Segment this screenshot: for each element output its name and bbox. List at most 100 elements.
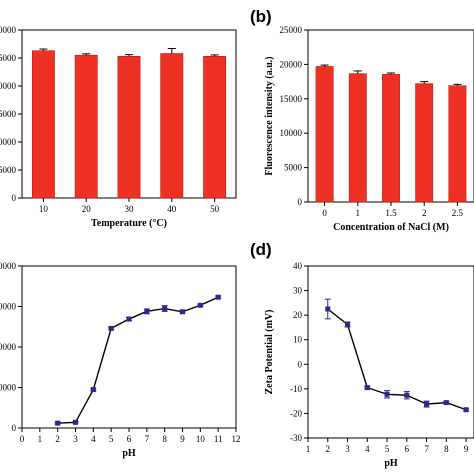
- y-tick-label: 25000: [0, 53, 17, 63]
- x-tick-label: 3: [345, 444, 350, 454]
- x-tick-label: 20: [82, 204, 92, 214]
- data-point: [215, 294, 221, 300]
- x-tick-label: 10: [39, 204, 49, 214]
- x-tick-label: 3: [73, 434, 78, 444]
- bar: [117, 56, 141, 199]
- x-tick-label: 1: [306, 444, 311, 454]
- x-tick-label: 1: [356, 208, 361, 218]
- bar: [348, 73, 367, 203]
- x-tick-label: 9: [180, 434, 185, 444]
- y-tick-label: 20000: [280, 59, 303, 69]
- x-tick-label: 2: [55, 434, 60, 444]
- y-tick-label: 15000: [0, 109, 17, 119]
- x-tick-label: 0: [20, 434, 25, 444]
- x-tick-label: 2: [422, 208, 427, 218]
- x-tick-label: 5: [385, 444, 390, 454]
- x-tick-label: 30: [125, 204, 135, 214]
- data-point: [384, 391, 390, 397]
- chart-panel-d: [304, 265, 474, 442]
- x-tick-label: 8: [162, 434, 167, 444]
- x-tick-label: 1: [38, 434, 43, 444]
- bar: [203, 56, 227, 199]
- data-point: [162, 306, 168, 312]
- y-tick-label: 20000: [0, 81, 17, 91]
- x-tick-label: 7: [145, 434, 150, 444]
- data-point: [144, 308, 150, 314]
- panel-b-label: (b): [250, 7, 272, 26]
- bar: [448, 85, 467, 203]
- y-tick-label: 0: [298, 359, 303, 369]
- y-tick-label: 20000: [0, 342, 17, 352]
- y-tick-label: 5000: [284, 163, 303, 173]
- bar: [315, 66, 334, 203]
- y-tick-label: 25000: [280, 25, 303, 35]
- bar: [382, 74, 400, 203]
- chart-panel-c: [18, 265, 237, 432]
- x-tick-label: 1.5: [385, 208, 397, 218]
- plot-frame: [21, 265, 237, 429]
- x-axis-label: pH: [122, 448, 136, 459]
- panel-d-label: (d): [250, 240, 272, 259]
- x-axis-label: Temperature (°C): [91, 218, 167, 229]
- x-axis-label: pH: [384, 458, 398, 469]
- data-point: [443, 400, 449, 406]
- bar: [74, 54, 98, 199]
- y-tick-label: 40: [293, 261, 303, 271]
- chart-panel-b: [304, 29, 474, 206]
- data-point: [404, 392, 410, 398]
- y-tick-label: 15000: [280, 94, 303, 104]
- data-point: [90, 387, 96, 393]
- data-point: [463, 407, 469, 413]
- y-tick-label: 10000: [0, 383, 17, 393]
- x-tick-label: 10: [196, 434, 206, 444]
- x-tick-label: 11: [214, 434, 223, 444]
- y-tick-label: 10: [293, 335, 303, 345]
- bar: [31, 50, 55, 199]
- y-tick-label: 10000: [0, 137, 17, 147]
- data-point: [325, 306, 331, 312]
- y-axis-label: Fluorescence intensity (a.u.): [264, 56, 275, 175]
- y-tick-label: 40000: [0, 261, 17, 271]
- y-tick-label: 10000: [280, 128, 303, 138]
- x-tick-label: 5: [109, 434, 114, 444]
- y-tick-label: -10: [290, 384, 302, 394]
- y-tick-label: 30: [293, 286, 303, 296]
- y-tick-label: -30: [290, 433, 302, 443]
- x-tick-label: 50: [210, 204, 220, 214]
- x-axis-label: Concentration of NaCl (M): [333, 222, 449, 233]
- y-tick-label: 0: [12, 193, 17, 203]
- x-tick-label: 7: [424, 444, 429, 454]
- series-line: [57, 296, 219, 424]
- data-point: [108, 325, 114, 331]
- y-tick-label: 20: [293, 310, 303, 320]
- x-tick-label: 0: [322, 208, 327, 218]
- x-tick-label: 6: [405, 444, 410, 454]
- data-point: [180, 309, 185, 315]
- bar: [160, 53, 184, 199]
- y-tick-label: 0: [12, 423, 17, 433]
- x-tick-label: 40: [167, 204, 177, 214]
- x-tick-label: 2.5: [452, 208, 464, 218]
- plot-frame: [307, 265, 474, 439]
- x-tick-label: 12: [232, 434, 241, 444]
- bar: [415, 83, 434, 203]
- y-tick-label: 0: [298, 197, 303, 207]
- chart-panel-a: [18, 29, 237, 202]
- x-tick-label: 4: [365, 444, 370, 454]
- x-tick-label: 4: [91, 434, 96, 444]
- data-point: [126, 316, 132, 322]
- x-tick-label: 9: [464, 444, 469, 454]
- x-tick-label: 6: [127, 434, 132, 444]
- x-tick-label: 2: [326, 444, 331, 454]
- data-point: [424, 401, 430, 407]
- data-point: [364, 385, 370, 391]
- y-axis-label: Zeta Potential (mV): [264, 310, 275, 395]
- data-point: [197, 302, 203, 308]
- x-tick-label: 8: [444, 444, 449, 454]
- y-tick-label: 5000: [0, 165, 17, 175]
- y-tick-label: -20: [290, 408, 302, 418]
- y-tick-label: 30000: [0, 302, 17, 312]
- y-tick-label: 30000: [0, 25, 17, 35]
- data-point: [55, 420, 61, 426]
